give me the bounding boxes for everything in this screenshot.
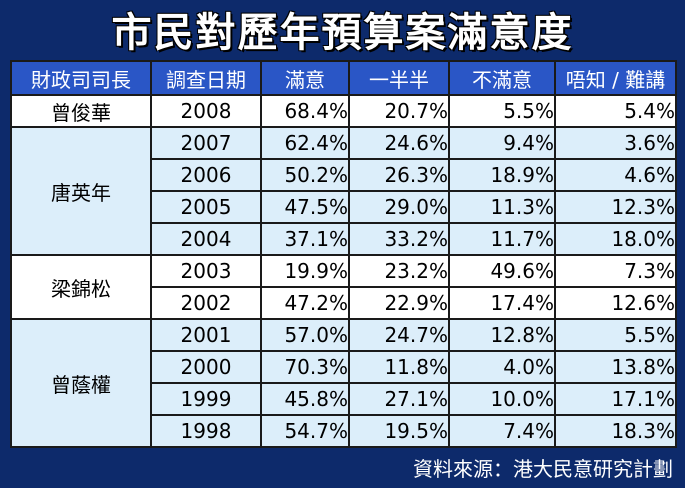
survey-year: 2006 [150, 158, 262, 192]
col-header-dissatisfied: 不滿意 [448, 60, 556, 96]
dissatisfied-value: 5.5% [448, 94, 556, 128]
survey-year: 2005 [150, 190, 262, 224]
dissatisfied-value: 18.9% [448, 158, 556, 192]
half-value: 11.8% [348, 350, 450, 384]
table-row: 2006 50.2% 26.3% 18.9% 4.6% [11, 158, 677, 192]
survey-year: 1999 [150, 382, 262, 416]
chart-title: 市民對歷年預算案滿意度 [111, 10, 574, 56]
dontknow-value: 13.8% [554, 350, 677, 384]
dontknow-value: 5.4% [554, 94, 677, 128]
satisfied-value: 47.2% [260, 286, 350, 320]
dissatisfied-value: 7.4% [448, 414, 556, 448]
satisfied-value: 19.9% [260, 254, 350, 288]
dissatisfied-value: 9.4% [448, 126, 556, 160]
dontknow-value: 3.6% [554, 126, 677, 160]
survey-year: 2001 [150, 318, 262, 352]
dissatisfied-value: 10.0% [448, 382, 556, 416]
half-value: 29.0% [348, 190, 450, 224]
table-row: 1999 45.8% 27.1% 10.0% 17.1% [11, 382, 677, 416]
satisfied-value: 57.0% [260, 318, 350, 352]
dontknow-value: 12.3% [554, 190, 677, 224]
dontknow-value: 17.1% [554, 382, 677, 416]
dontknow-value: 4.6% [554, 158, 677, 192]
table-row: 曾蔭權 2001 57.0% 24.7% 12.8% 5.5% [10, 318, 677, 448]
table-row: 曾俊華 2008 68.4% 20.7% 5.5% 5.4% [10, 94, 677, 128]
source-note: 資料來源：港大民意研究計劃 [413, 457, 673, 481]
half-value: 26.3% [348, 158, 450, 192]
table-row: 唐英年 2007 62.4% 24.6% 9.4% 3.6% [10, 126, 677, 256]
survey-year: 2000 [150, 350, 262, 384]
satisfied-value: 54.7% [260, 414, 350, 448]
dontknow-value: 12.6% [554, 286, 677, 320]
secretary-name: 唐英年 [10, 126, 152, 256]
survey-year: 2007 [150, 126, 262, 160]
survey-year: 2003 [150, 254, 262, 288]
col-header-dontknow: 唔知 / 難講 [554, 60, 677, 96]
table-row: 梁錦松 2003 19.9% 23.2% 49.6% 7.3% [10, 254, 677, 320]
satisfied-value: 45.8% [260, 382, 350, 416]
satisfaction-table: 財政司司長 調查日期 滿意 一半半 不滿意 唔知 / 難講 曾俊華 2008 68.… [10, 60, 677, 448]
survey-year: 2008 [150, 94, 262, 128]
table-row: 1998 54.7% 19.5% 7.4% 18.3% [11, 414, 677, 448]
table-row: 2004 37.1% 33.2% 11.7% 18.0% [11, 222, 677, 256]
satisfied-value: 68.4% [260, 94, 350, 128]
col-header-secretary: 財政司司長 [10, 60, 152, 96]
dontknow-value: 18.3% [554, 414, 677, 448]
col-header-date: 調查日期 [150, 60, 262, 96]
table-body: 曾俊華 2008 68.4% 20.7% 5.5% 5.4% 唐英年 2007 62.4% 24.… [10, 94, 677, 448]
table-row: 2005 47.5% 29.0% 11.3% 12.3% [11, 190, 677, 224]
secretary-name: 曾蔭權 [10, 318, 152, 448]
dissatisfied-value: 4.0% [448, 350, 556, 384]
table-row: 2002 47.2% 22.9% 17.4% 12.6% [11, 286, 677, 320]
satisfied-value: 47.5% [260, 190, 350, 224]
col-header-half: 一半半 [348, 60, 450, 96]
satisfied-value: 70.3% [260, 350, 350, 384]
dissatisfied-value: 11.3% [448, 190, 556, 224]
dontknow-value: 18.0% [554, 222, 677, 256]
satisfied-value: 50.2% [260, 158, 350, 192]
survey-year: 1998 [150, 414, 262, 448]
header-row: 財政司司長 調查日期 滿意 一半半 不滿意 唔知 / 難講 [10, 60, 677, 96]
satisfied-value: 62.4% [260, 126, 350, 160]
half-value: 27.1% [348, 382, 450, 416]
dontknow-value: 5.5% [554, 318, 677, 352]
col-header-satisfied: 滿意 [260, 60, 350, 96]
half-value: 20.7% [348, 94, 450, 128]
half-value: 22.9% [348, 286, 450, 320]
secretary-name: 梁錦松 [10, 254, 152, 320]
dissatisfied-value: 49.6% [448, 254, 556, 288]
half-value: 24.7% [348, 318, 450, 352]
half-value: 33.2% [348, 222, 450, 256]
half-value: 23.2% [348, 254, 450, 288]
dissatisfied-value: 17.4% [448, 286, 556, 320]
survey-year: 2002 [150, 286, 262, 320]
half-value: 24.6% [348, 126, 450, 160]
satisfied-value: 37.1% [260, 222, 350, 256]
half-value: 19.5% [348, 414, 450, 448]
table-row: 2000 70.3% 11.8% 4.0% 13.8% [11, 350, 677, 384]
dontknow-value: 7.3% [554, 254, 677, 288]
secretary-name: 曾俊華 [10, 94, 152, 128]
survey-year: 2004 [150, 222, 262, 256]
dissatisfied-value: 11.7% [448, 222, 556, 256]
dissatisfied-value: 12.8% [448, 318, 556, 352]
